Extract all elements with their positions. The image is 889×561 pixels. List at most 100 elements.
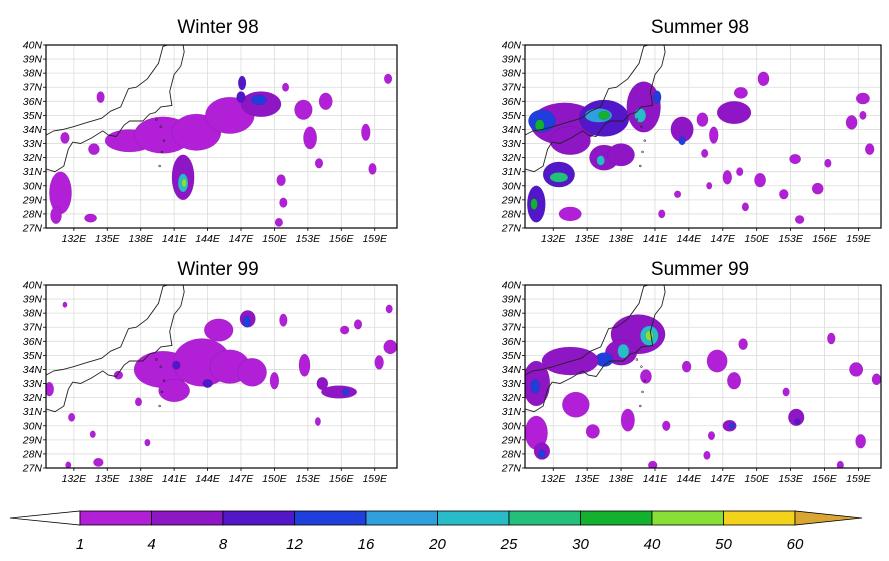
y-tick-label: 39N [23,54,43,66]
precip-cell-24 [794,418,801,425]
y-tick-label: 38N [502,68,522,80]
precip-cell-27 [827,332,836,345]
y-tick-label: 30N [23,420,43,432]
x-tick-label: 132E [62,473,88,485]
precip-cell-15 [620,408,635,432]
precip-cell-30 [65,461,72,468]
precip-cell-16 [640,369,652,384]
precip-cell-6 [250,94,267,106]
panel-title: Winter 99 [177,259,258,280]
colorbar-label: 16 [358,536,375,553]
y-tick-label: 34N [23,364,43,376]
x-tick-label: 147E [711,233,737,245]
precip-cell-14 [316,377,329,391]
colorbar-segment-3 [222,510,295,526]
x-tick-label: 159E [846,233,872,245]
x-tick-label: 141E [643,233,669,245]
contour-fields [46,301,397,468]
precip-cell-24 [314,158,324,169]
precip-cell-31 [62,301,68,308]
precip-cell-12 [49,171,72,215]
precip-cell-8 [242,315,251,328]
colorbar-label: 20 [428,536,446,553]
map-panel-4: Summer 99 27N 28N 29N 30N 31N 32N 33N 34N 35N 36N 3… [501,259,882,485]
precip-cell-13 [342,388,350,396]
y-tick-label: 35N [23,110,43,122]
y-tick-label: 36N [502,96,522,108]
precip-cell-23 [276,174,286,186]
coastline [46,285,185,413]
precip-cell-23 [757,71,770,87]
precip-cell-11 [596,155,605,166]
panel-title: Winter 98 [177,17,258,38]
precip-cell-34 [779,189,789,200]
y-tick-label: 34N [23,124,43,136]
precip-cell-9 [202,379,213,388]
x-tick-label: 138E [128,473,154,485]
precip-cell-4 [598,110,610,120]
y-tick-label: 31N [23,406,43,418]
precip-cell-28 [864,143,875,156]
precip-cell-27 [845,115,858,130]
x-tick-label: 144E [195,233,221,245]
y-tick-label: 35N [502,110,522,122]
map-frame [524,44,882,229]
panel-title: Summer 99 [651,259,749,280]
y-tick-label: 40N [502,280,522,292]
colorbar-segment-6 [437,510,510,526]
x-tick-label: 153E [778,233,804,245]
precip-cell-21 [385,304,393,314]
precip-cell-20 [678,136,686,146]
panel-title: Summer 98 [651,17,749,38]
precip-cell-33 [836,460,844,468]
precip-cell-25 [279,197,288,208]
x-tick-label: 150E [262,473,288,485]
precip-cell-4 [237,357,267,387]
colorbar-segment-1 [79,510,152,526]
precip-cell-26 [662,420,671,431]
precip-cell-37 [706,182,713,190]
precip-cell-12 [321,385,358,399]
precip-cell-24 [68,412,76,422]
map-panel-3: Winter 99 27N 28N 29N 30N 31N 32N 33N 34N 35N 36N 3… [22,259,398,485]
map-background [46,45,397,228]
precip-cell-5 [158,379,190,403]
precip-cell-38 [794,215,805,224]
precip-cell-25 [696,112,709,127]
x-tick-label: 147E [229,233,255,245]
contour-fields [527,71,875,224]
colorbar-label: 25 [500,536,518,553]
precip-cell-14 [585,424,600,439]
precip-cell-26 [113,370,124,380]
colorbar-segment-4 [294,510,367,526]
y-tick-label: 35N [502,350,522,362]
colorbar-label: 40 [644,536,661,553]
precip-cell-21 [716,101,752,125]
precip-cell-27 [46,381,54,397]
x-tick-label: 141E [643,473,669,485]
precip-cell-19 [738,338,748,350]
precip-cell-13 [50,206,62,224]
precip-cell-17 [353,319,363,330]
precip-cell-24 [709,126,719,144]
precip-cell-20 [374,355,384,370]
precip-cell-18 [706,349,728,373]
precip-cell-33 [701,148,709,158]
x-tick-label: 150E [744,473,770,485]
y-tick-label: 28N [22,448,43,460]
x-tick-label: 135E [575,473,601,485]
precip-cell-32 [782,387,790,397]
colorbar-segment-2 [151,510,224,526]
y-tick-label: 37N [502,322,522,334]
y-tick-label: 40N [23,40,43,52]
y-tick-label: 29N [22,434,43,446]
precip-cell-27 [383,73,393,84]
precip-cell-39 [658,209,666,219]
precip-cell-22 [368,163,377,175]
map-frame [45,44,398,229]
x-tick-label: 141E [162,233,188,245]
precip-cell-29 [144,438,151,447]
x-tick-label: 138E [609,473,635,485]
x-tick-label: 156E [329,473,355,485]
colorbar-segment-10 [723,510,796,526]
